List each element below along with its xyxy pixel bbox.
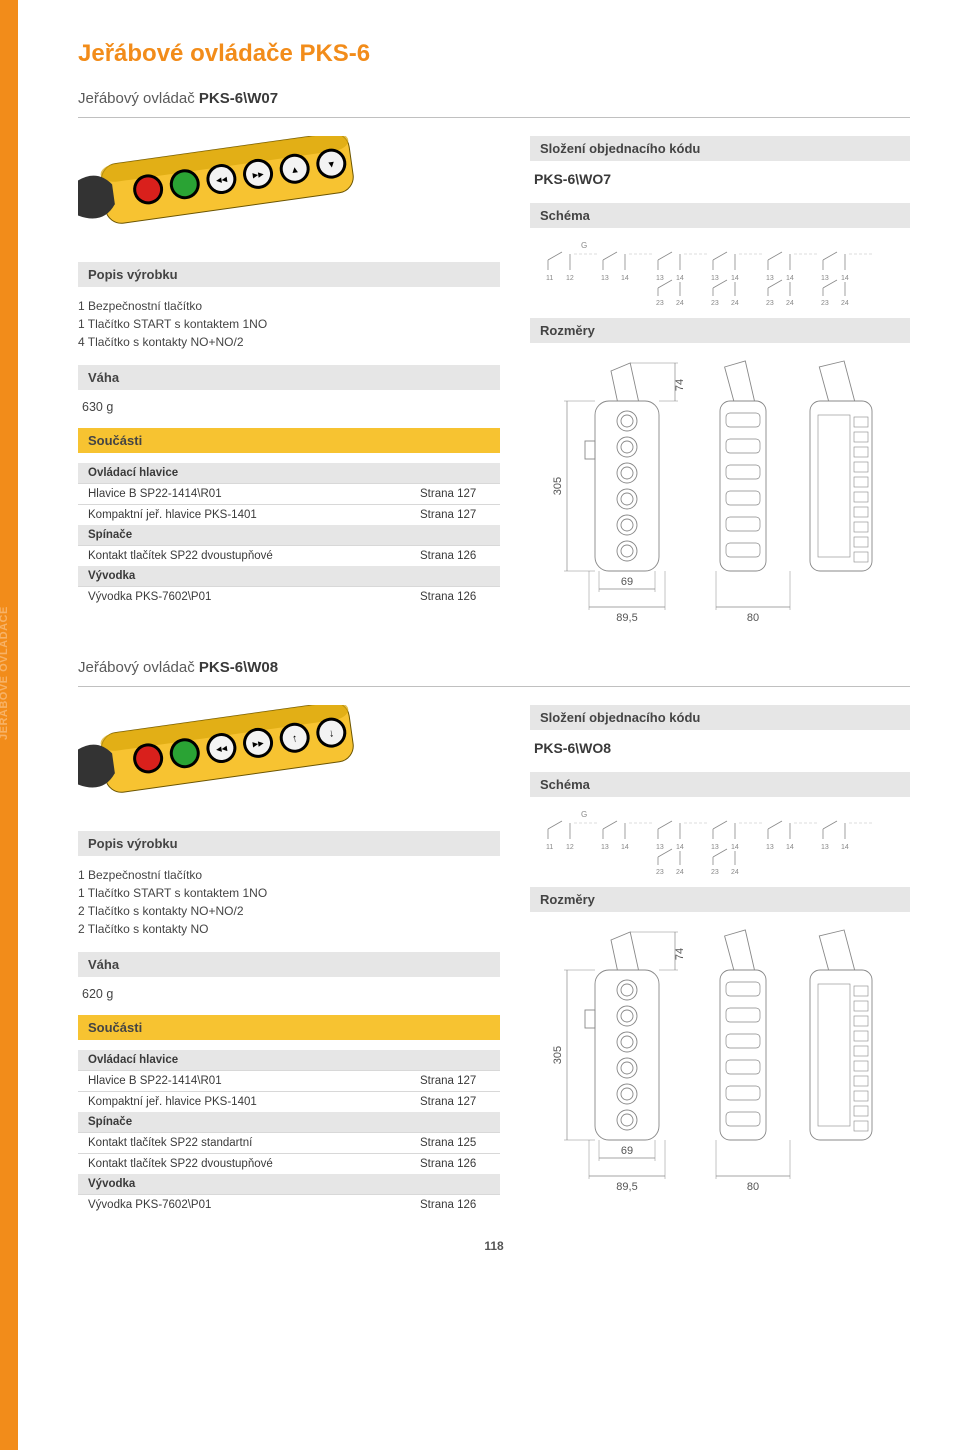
svg-text:23: 23 [821, 300, 829, 307]
svg-text:13: 13 [711, 844, 719, 851]
table-row: Vývodka PKS-7602\P01Strana 126 [78, 587, 500, 608]
svg-text:24: 24 [676, 300, 684, 307]
popis-header-b: Popis výrobku [78, 831, 500, 856]
schematic-b: G 11 12 13 14 13 14 13 14 13 14 13 14 23 24 23 24 [530, 807, 910, 877]
order-code-header-b: Složení objednacího kódu [530, 705, 910, 730]
svg-text:14: 14 [731, 275, 739, 282]
svg-text:14: 14 [841, 844, 849, 851]
table-row: Kompaktní jeř. hlavice PKS-1401Strana 12… [78, 1092, 500, 1113]
svg-text:69: 69 [621, 1145, 633, 1157]
svg-text:14: 14 [676, 275, 684, 282]
product-a-subtitle: Jeřábový ovládač PKS-6\W07 [78, 90, 910, 107]
svg-text:24: 24 [786, 300, 794, 307]
table-row: Kontakt tlačítek SP22 dvoustupňovéStrana… [78, 546, 500, 567]
order-code-header-a: Složení objednacího kódu [530, 136, 910, 161]
svg-text:12: 12 [566, 275, 574, 282]
weight-b: 620 g [82, 987, 500, 1001]
svg-text:14: 14 [676, 844, 684, 851]
svg-text:89,5: 89,5 [616, 612, 637, 624]
table-row: Vývodka PKS-7602\P01Strana 126 [78, 1195, 500, 1216]
page-title: Jeřábové ovládače PKS-6 [78, 40, 910, 68]
desc-b: 1 Bezpečnostní tlačítko 1 Tlačítko START… [78, 866, 500, 938]
table-row: Hlavice B SP22-1414\R01Strana 127 [78, 1071, 500, 1092]
divider [78, 686, 910, 687]
page-content: Jeřábové ovládače PKS-6 Jeřábový ovládač… [18, 0, 960, 1450]
svg-text:13: 13 [766, 275, 774, 282]
svg-text:13: 13 [821, 844, 829, 851]
svg-text:74: 74 [674, 379, 686, 391]
svg-text:13: 13 [656, 844, 664, 851]
table-row: Hlavice B SP22-1414\R01Strana 127 [78, 484, 500, 505]
svg-text:305: 305 [552, 1046, 564, 1064]
soucasti-header-b: Součásti [78, 1015, 500, 1040]
svg-text:24: 24 [841, 300, 849, 307]
svg-text:23: 23 [711, 869, 719, 876]
rozmery-header-a: Rozměry [530, 318, 910, 343]
dimensions-a: 305 74 69 89,5 80 [530, 353, 910, 633]
svg-text:◂◂: ◂◂ [215, 742, 228, 755]
svg-text:24: 24 [676, 869, 684, 876]
schema-header-a: Schéma [530, 203, 910, 228]
svg-text:13: 13 [601, 275, 609, 282]
svg-text:G: G [581, 241, 587, 250]
svg-text:24: 24 [731, 869, 739, 876]
svg-text:14: 14 [841, 275, 849, 282]
vertical-category-label: JEŘÁBOVÉ OVLÁDAČE [0, 606, 10, 740]
svg-text:305: 305 [552, 477, 564, 495]
rozmery-header-b: Rozměry [530, 887, 910, 912]
svg-text:14: 14 [621, 275, 629, 282]
svg-text:13: 13 [821, 275, 829, 282]
svg-text:▸▸: ▸▸ [252, 168, 265, 181]
table-row: Kontakt tlačítek SP22 dvoustupňovéStrana… [78, 1154, 500, 1175]
product-b-subtitle: Jeřábový ovládač PKS-6\W08 [78, 659, 910, 676]
svg-text:◂◂: ◂◂ [215, 173, 228, 186]
svg-text:13: 13 [656, 275, 664, 282]
page-number: 118 [78, 1239, 910, 1253]
svg-text:23: 23 [711, 300, 719, 307]
popis-header-a: Popis výrobku [78, 262, 500, 287]
table-row: Kompaktní jeř. hlavice PKS-1401Strana 12… [78, 505, 500, 526]
svg-text:11: 11 [546, 275, 553, 282]
soucasti-header-a: Součásti [78, 428, 500, 453]
svg-text:13: 13 [711, 275, 719, 282]
svg-text:69: 69 [621, 576, 633, 588]
svg-text:80: 80 [747, 612, 759, 624]
order-code-a: PKS-6\WO7 [534, 171, 910, 187]
weight-a: 630 g [82, 400, 500, 414]
order-code-b: PKS-6\WO8 [534, 740, 910, 756]
schema-header-b: Schéma [530, 772, 910, 797]
svg-text:14: 14 [731, 844, 739, 851]
svg-text:13: 13 [601, 844, 609, 851]
parts-table-a: Ovládací hlavice Hlavice B SP22-1414\R01… [78, 463, 500, 607]
svg-text:11: 11 [546, 844, 553, 851]
table-row: Kontakt tlačítek SP22 standartníStrana 1… [78, 1133, 500, 1154]
desc-a: 1 Bezpečnostní tlačítko 1 Tlačítko START… [78, 297, 500, 351]
svg-text:24: 24 [731, 300, 739, 307]
svg-text:14: 14 [786, 844, 794, 851]
divider [78, 117, 910, 118]
vaha-header-b: Váha [78, 952, 500, 977]
svg-text:74: 74 [674, 948, 686, 960]
pendant-illustration-b: ◂◂ ▸▸ ↑ ↓ [78, 705, 500, 815]
svg-text:23: 23 [656, 869, 664, 876]
side-stripe: JEŘÁBOVÉ OVLÁDAČE [0, 0, 18, 1450]
vaha-header-a: Váha [78, 365, 500, 390]
pendant-illustration-a: ◂◂ ▸▸ ▴ ▾ [78, 136, 500, 246]
dimensions-b: 305 74 69 89,5 80 [530, 922, 910, 1202]
svg-text:14: 14 [621, 844, 629, 851]
svg-text:89,5: 89,5 [616, 1181, 637, 1193]
svg-text:G: G [581, 810, 587, 819]
svg-text:▸▸: ▸▸ [252, 737, 265, 750]
svg-text:14: 14 [786, 275, 794, 282]
svg-text:80: 80 [747, 1181, 759, 1193]
schematic-a: G 11 12 13 14 13 14 13 14 13 14 13 14 23 24 23 24 23 24 23 2… [530, 238, 910, 308]
parts-table-b: Ovládací hlavice Hlavice B SP22-1414\R01… [78, 1050, 500, 1215]
svg-text:13: 13 [766, 844, 774, 851]
svg-text:23: 23 [766, 300, 774, 307]
svg-text:12: 12 [566, 844, 574, 851]
svg-text:23: 23 [656, 300, 664, 307]
